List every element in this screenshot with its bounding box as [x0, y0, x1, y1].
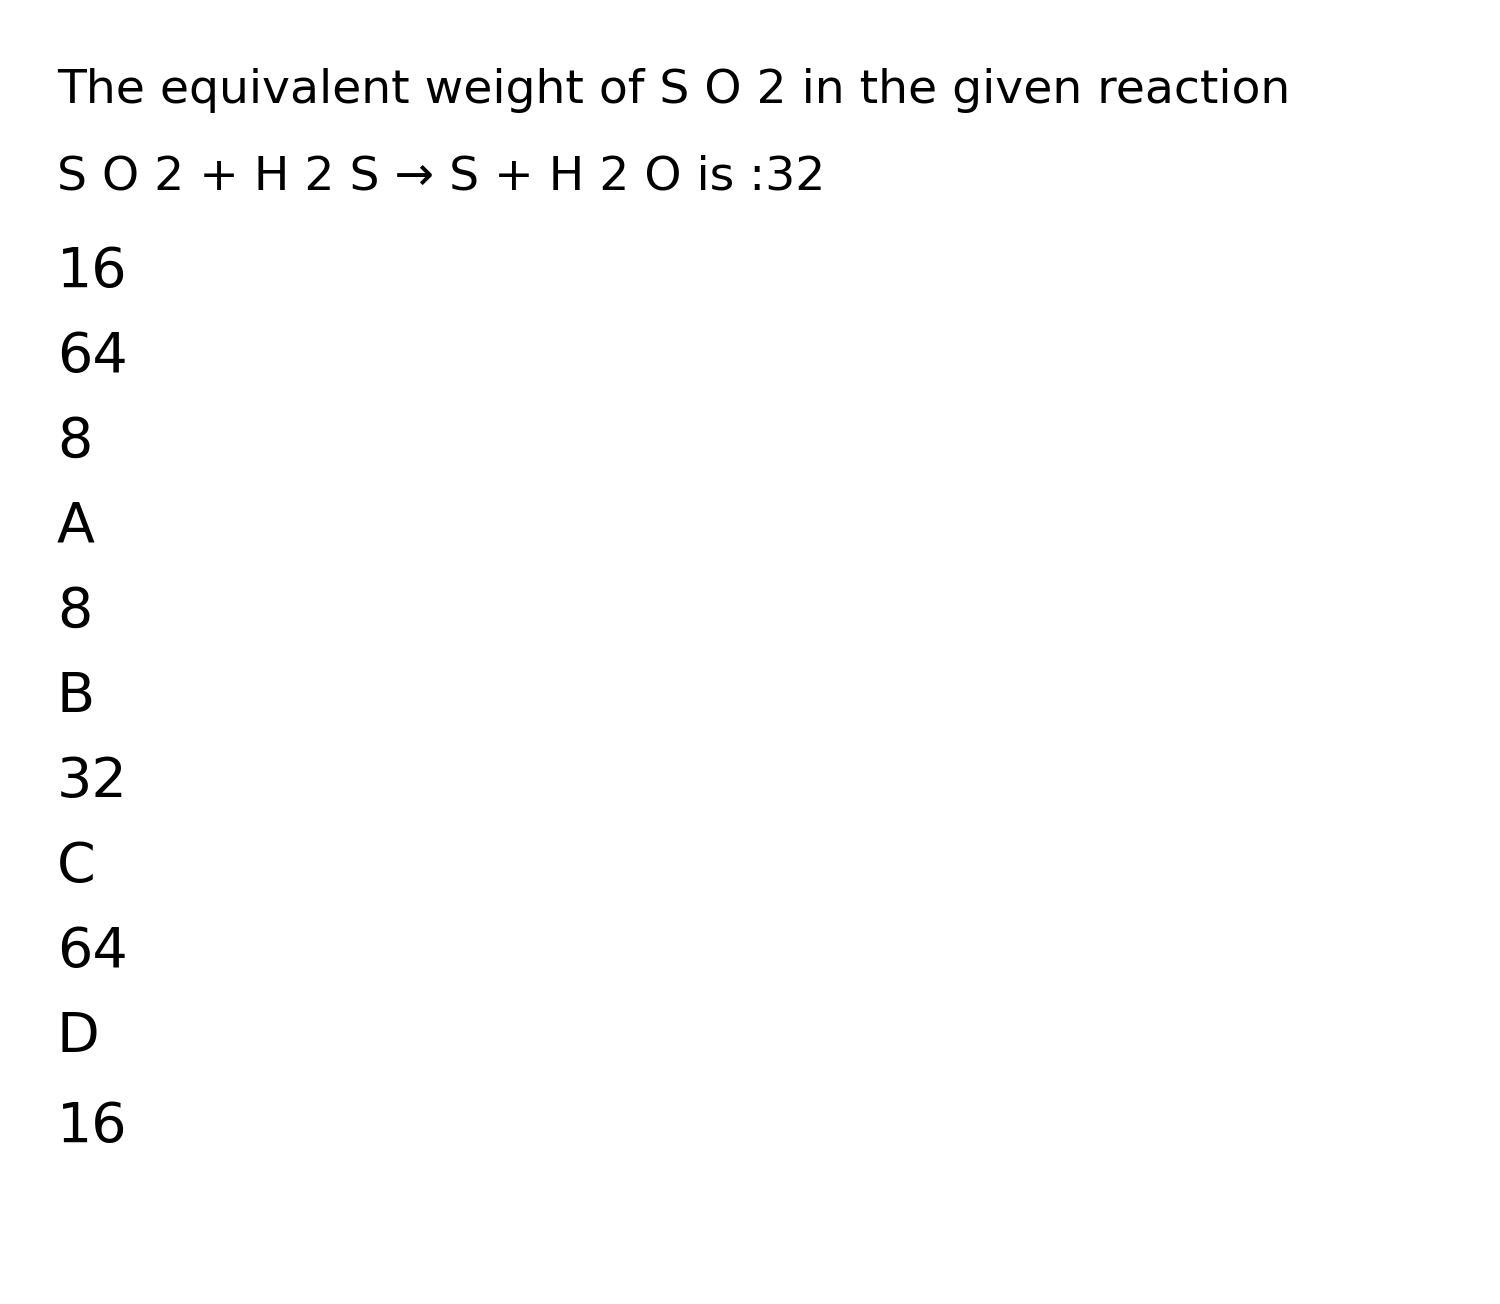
Text: 16: 16 [57, 1101, 128, 1154]
Text: 32: 32 [57, 755, 128, 808]
Text: D: D [57, 1011, 99, 1064]
Text: 8: 8 [57, 585, 93, 639]
Text: C: C [57, 840, 96, 895]
Text: 16: 16 [57, 245, 128, 299]
Text: 8: 8 [57, 415, 93, 469]
Text: S O 2 + H 2 S → S + H 2 O is :32: S O 2 + H 2 S → S + H 2 O is :32 [57, 155, 825, 200]
Text: B: B [57, 670, 94, 724]
Text: 64: 64 [57, 330, 128, 383]
Text: 64: 64 [57, 925, 128, 979]
Text: The equivalent weight of S O 2 in the given reaction: The equivalent weight of S O 2 in the gi… [57, 68, 1290, 113]
Text: A: A [57, 499, 94, 554]
